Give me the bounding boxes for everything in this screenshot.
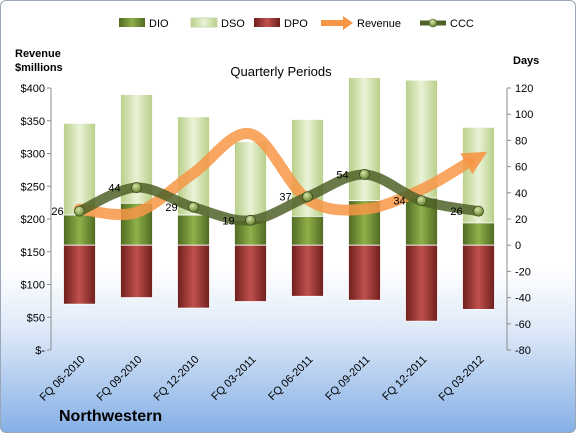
right-tick-label: 20: [515, 214, 527, 226]
bar-dpo-fq-12-2010: [177, 244, 210, 309]
right-axis-label: Days: [513, 55, 539, 67]
legend-label-dio: DIO: [149, 18, 169, 30]
bar-dio-fq-12-2010: [177, 214, 210, 246]
legend-swatch-dio: [119, 18, 145, 27]
ccc-data-label: 26: [51, 206, 63, 218]
left-axis-label-line2: $millions: [15, 62, 63, 74]
left-tick-label: $-: [35, 345, 45, 357]
bar-dpo-fq-03-2012: [462, 244, 495, 310]
legend-swatch-dso: [190, 17, 218, 28]
right-tick-label: -80: [515, 345, 531, 357]
ccc-point-fq-06-2010: [74, 205, 85, 217]
left-tick-label: $150: [21, 247, 45, 259]
legend: DIO DSO DPO Revenue CCC: [119, 16, 474, 30]
bar-dpo-fq-09-2010: [120, 244, 153, 298]
left-axis: $- $50 $100 $150 $200 $250 $300 $350 $400: [21, 83, 52, 357]
bar-dpo-fq-06-2011: [291, 244, 324, 297]
category-label-fq-03-2011: FQ 03-2011: [209, 354, 258, 403]
bar-dso-fq-06-2010: [63, 122, 96, 216]
bar-dpo-fq-03-2011: [234, 244, 267, 302]
category-label-fq-12-2011: FQ 12-2011: [380, 354, 429, 403]
ccc-data-label: 29: [165, 202, 177, 214]
left-tick-label: $300: [21, 149, 45, 161]
left-tick-label: $100: [21, 280, 45, 292]
left-tick-label: $350: [21, 116, 45, 128]
revenue-arrowhead: [460, 151, 488, 175]
bar-dio-fq-03-2012: [462, 222, 495, 246]
bar-dio-fq-06-2011: [291, 215, 324, 246]
right-tick-label: 100: [515, 109, 533, 121]
bar-dpo-fq-12-2011: [405, 244, 438, 322]
right-tick-label: -40: [515, 293, 531, 305]
category-label-fq-12-2010: FQ 12-2010: [152, 354, 202, 404]
legend-label-revenue: Revenue: [357, 18, 401, 30]
ccc-point-fq-12-2010: [188, 201, 199, 213]
ccc-point-fq-03-2012: [473, 205, 484, 217]
left-tick-label: $50: [27, 312, 45, 324]
legend-swatch-dpo: [254, 18, 280, 27]
category-label-fq-06-2011: FQ 06-2011: [266, 354, 315, 403]
ccc-point-fq-12-2011: [416, 195, 427, 207]
ccc-data-label: 26: [450, 206, 462, 218]
left-tick-label: $250: [21, 181, 45, 193]
ccc-point-fq-09-2011: [359, 169, 370, 180]
ccc-series: 26 44 29 19 37 54 34 26: [51, 169, 484, 227]
right-tick-label: -60: [515, 319, 531, 331]
category-label-fq-09-2010: FQ 09-2010: [95, 354, 145, 404]
ccc-data-label: 44: [108, 183, 120, 195]
legend-marker-ccc: [428, 18, 438, 28]
ccc-data-label: 34: [393, 196, 405, 208]
category-axis: FQ 06-2010 FQ 09-2010 FQ 12-2010 FQ 03-2011…: [38, 354, 487, 404]
right-tick-label: 120: [515, 83, 533, 95]
company-name: Northwestern: [59, 408, 162, 425]
chart-title: Quarterly Periods: [230, 64, 332, 79]
legend-label-dpo: DPO: [284, 18, 308, 30]
right-tick-label: 60: [515, 162, 527, 174]
ccc-data-label: 19: [222, 215, 234, 227]
ccc-data-label: 54: [336, 169, 348, 181]
right-tick-label: 0: [515, 240, 521, 252]
left-axis-label-line1: Revenue: [15, 48, 61, 60]
legend-label-ccc: CCC: [450, 18, 474, 30]
category-label-fq-06-2010: FQ 06-2010: [38, 354, 88, 404]
right-axis: -80 -60 -40 -20 0 20 40 60 80 100 120: [506, 83, 533, 357]
right-tick-label: 80: [515, 135, 527, 147]
right-tick-label: -20: [515, 266, 531, 278]
ccc-line: [74, 169, 484, 226]
right-tick-label: 40: [515, 188, 527, 200]
bar-dso-fq-03-2011: [234, 141, 267, 221]
bar-dpo-fq-09-2011: [348, 244, 381, 301]
bar-dio-fq-06-2010: [63, 214, 96, 246]
category-label-fq-09-2011: FQ 09-2011: [323, 354, 372, 403]
category-label-fq-03-2012: FQ 03-2012: [437, 354, 487, 404]
ccc-point-fq-06-2011: [302, 191, 313, 203]
legend-arrowhead-revenue: [343, 16, 353, 30]
bar-dpo-fq-06-2010: [63, 244, 96, 305]
ccc-point-fq-09-2010: [131, 182, 142, 193]
legend-label-dso: DSO: [221, 18, 245, 30]
ccc-data-label: 37: [279, 192, 291, 204]
left-tick-label: $200: [21, 214, 45, 226]
bar-dso-fq-09-2011: [348, 77, 381, 202]
ccc-point-fq-03-2011: [245, 214, 256, 226]
left-tick-label: $400: [21, 83, 45, 95]
